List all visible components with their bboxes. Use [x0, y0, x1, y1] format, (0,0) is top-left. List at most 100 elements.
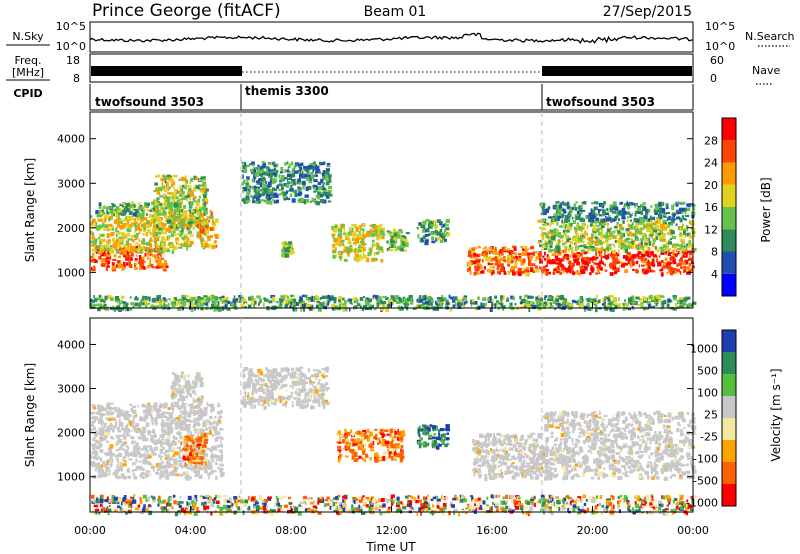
power-cells-cell-2225: [635, 260, 639, 265]
power-cells-cell-2746: [569, 246, 574, 251]
power-cells-cell-3886: [499, 300, 503, 303]
power-cells-cell-2597: [606, 228, 611, 233]
power-cells-cell-1731: [376, 236, 380, 241]
power-cells-cell-2742: [556, 248, 560, 252]
vel-cells-cell-224: [160, 466, 166, 470]
power-cells-cell-1738: [376, 246, 380, 250]
power-cells-cell-2139: [546, 271, 551, 275]
power-cells-cell-1413: [297, 178, 302, 182]
power-cells-cell-3018: [675, 203, 679, 207]
power-cells-cell-1029: [208, 219, 211, 223]
power-cells-cell-940: [164, 176, 168, 180]
power-cells-cell-3091: [576, 211, 580, 215]
power-cells-cell-2829: [630, 232, 634, 236]
power-cells-cell-3096: [577, 212, 581, 217]
power-cells-cell-4193: [541, 301, 544, 305]
power-cells-cell-3500: [666, 303, 670, 308]
power-cells-cell-1145: [325, 178, 328, 182]
power-cells-cell-1686: [359, 254, 362, 259]
power-cells-cell-155: [93, 259, 97, 263]
power-cells-cell-472: [92, 224, 95, 229]
power-cells-cell-1638: [334, 224, 338, 228]
power-cells-cell-534: [165, 247, 169, 250]
power-cells-cell-4134: [280, 295, 285, 298]
nave-tick-top-right: 60: [710, 54, 724, 67]
power-cells-cell-4050: [176, 299, 181, 302]
power-cells-cell-2046: [476, 264, 479, 269]
power-cells-cell-3108: [658, 210, 662, 215]
power-cells-cell-3425: [333, 300, 337, 304]
power-cells-cell-1289: [264, 181, 267, 185]
power-cells-cell-4156: [157, 294, 162, 299]
power-cells-cell-3657: [509, 302, 513, 307]
power-cells-cell-911: [163, 202, 168, 207]
power-cells-cell-2709: [650, 235, 653, 239]
power-cells-cell-844: [188, 209, 192, 214]
power-cells-cell-847: [153, 219, 156, 223]
power-cells-cell-1412: [286, 178, 289, 182]
power-cells-cell-2057: [497, 255, 500, 259]
power-cells-cell-1996: [488, 256, 492, 260]
power-cells-cell-3832: [103, 299, 106, 304]
power-cells-cell-2154: [689, 262, 692, 266]
vel-cells-cell-85: [129, 451, 133, 457]
power-cells-cell-2737: [592, 224, 596, 227]
power-cells-cell-2078: [487, 262, 491, 266]
power-cells-cell-2702: [635, 244, 639, 249]
power-cells-cell-2559: [650, 233, 654, 236]
power-cells-cell-2422: [559, 271, 562, 275]
vel-cells-cell-282: [97, 409, 102, 414]
power-cells-cell-1213: [325, 181, 330, 186]
power-cells-cell-2911: [561, 219, 564, 224]
power-cells-cell-2333: [581, 259, 585, 262]
power-cells-cell-438: [100, 245, 104, 250]
power-cells-cell-3278: [612, 201, 617, 206]
power-cells-cell-313: [143, 227, 147, 231]
power-cells-cell-51: [144, 253, 147, 257]
power-cells-cell-965: [161, 207, 167, 210]
vel-cells-cell-509: [92, 461, 96, 466]
vel-cells-cell-707: [153, 441, 158, 445]
vel-cells-cell-321: [104, 463, 108, 469]
power-cells-cell-2138: [687, 268, 691, 272]
power-cells-cell-3573: [328, 298, 331, 303]
power-cells-cell-1299: [313, 184, 318, 189]
power-cells-cell-1956: [471, 249, 475, 253]
power-cells-cell-2346: [584, 261, 588, 266]
power-cells-cell-338: [100, 233, 105, 237]
power-cells-cell-580: [169, 244, 173, 248]
power-cells-cell-584: [146, 208, 150, 212]
vel-cells-cell-94: [92, 455, 97, 460]
power-cells-cell-2141: [669, 257, 673, 261]
power-cells-cell-3464: [477, 296, 480, 300]
vel-cells-cell-706: [155, 410, 160, 413]
power-cells-cell-3047: [558, 212, 563, 217]
power-cells-cell-2824: [629, 226, 632, 230]
power-cells-cell-2992: [592, 227, 597, 232]
power-cells-cell-3217: [557, 209, 562, 213]
power-cells-cell-2535: [675, 249, 678, 252]
power-cells-cell-2539: [542, 232, 547, 235]
power-cells-cell-403: [179, 217, 182, 222]
power-cells-cell-674: [98, 202, 102, 207]
power-cells-cell-2496: [678, 244, 682, 248]
power-cells-cell-3421: [168, 302, 170, 308]
power-cells-cell-158: [126, 254, 131, 259]
power-cells-cell-3307: [636, 207, 639, 212]
power-cells-cell-2867: [546, 233, 548, 237]
power-cells-cell-2857: [683, 230, 686, 235]
vel-cells-cell-678: [215, 431, 219, 436]
power-cells-cell-4082: [90, 304, 94, 310]
power-cells-cell-3035: [640, 204, 643, 208]
power-cells-cell-34: [119, 248, 122, 252]
power-cells-cell-21: [130, 252, 134, 257]
power-cells-cell-3371: [605, 305, 610, 308]
power-cells-cell-1019: [170, 183, 174, 188]
vel-cells-cell-670: [102, 408, 107, 412]
power-cells-cell-2807: [562, 243, 566, 246]
power-cells-cell-2219: [567, 254, 572, 258]
power-cells-cell-4217: [628, 297, 633, 302]
power-cells-cell-122: [119, 259, 122, 264]
power-cells-cell-3907: [372, 294, 376, 298]
vel-cells-cell-511: [130, 429, 133, 432]
